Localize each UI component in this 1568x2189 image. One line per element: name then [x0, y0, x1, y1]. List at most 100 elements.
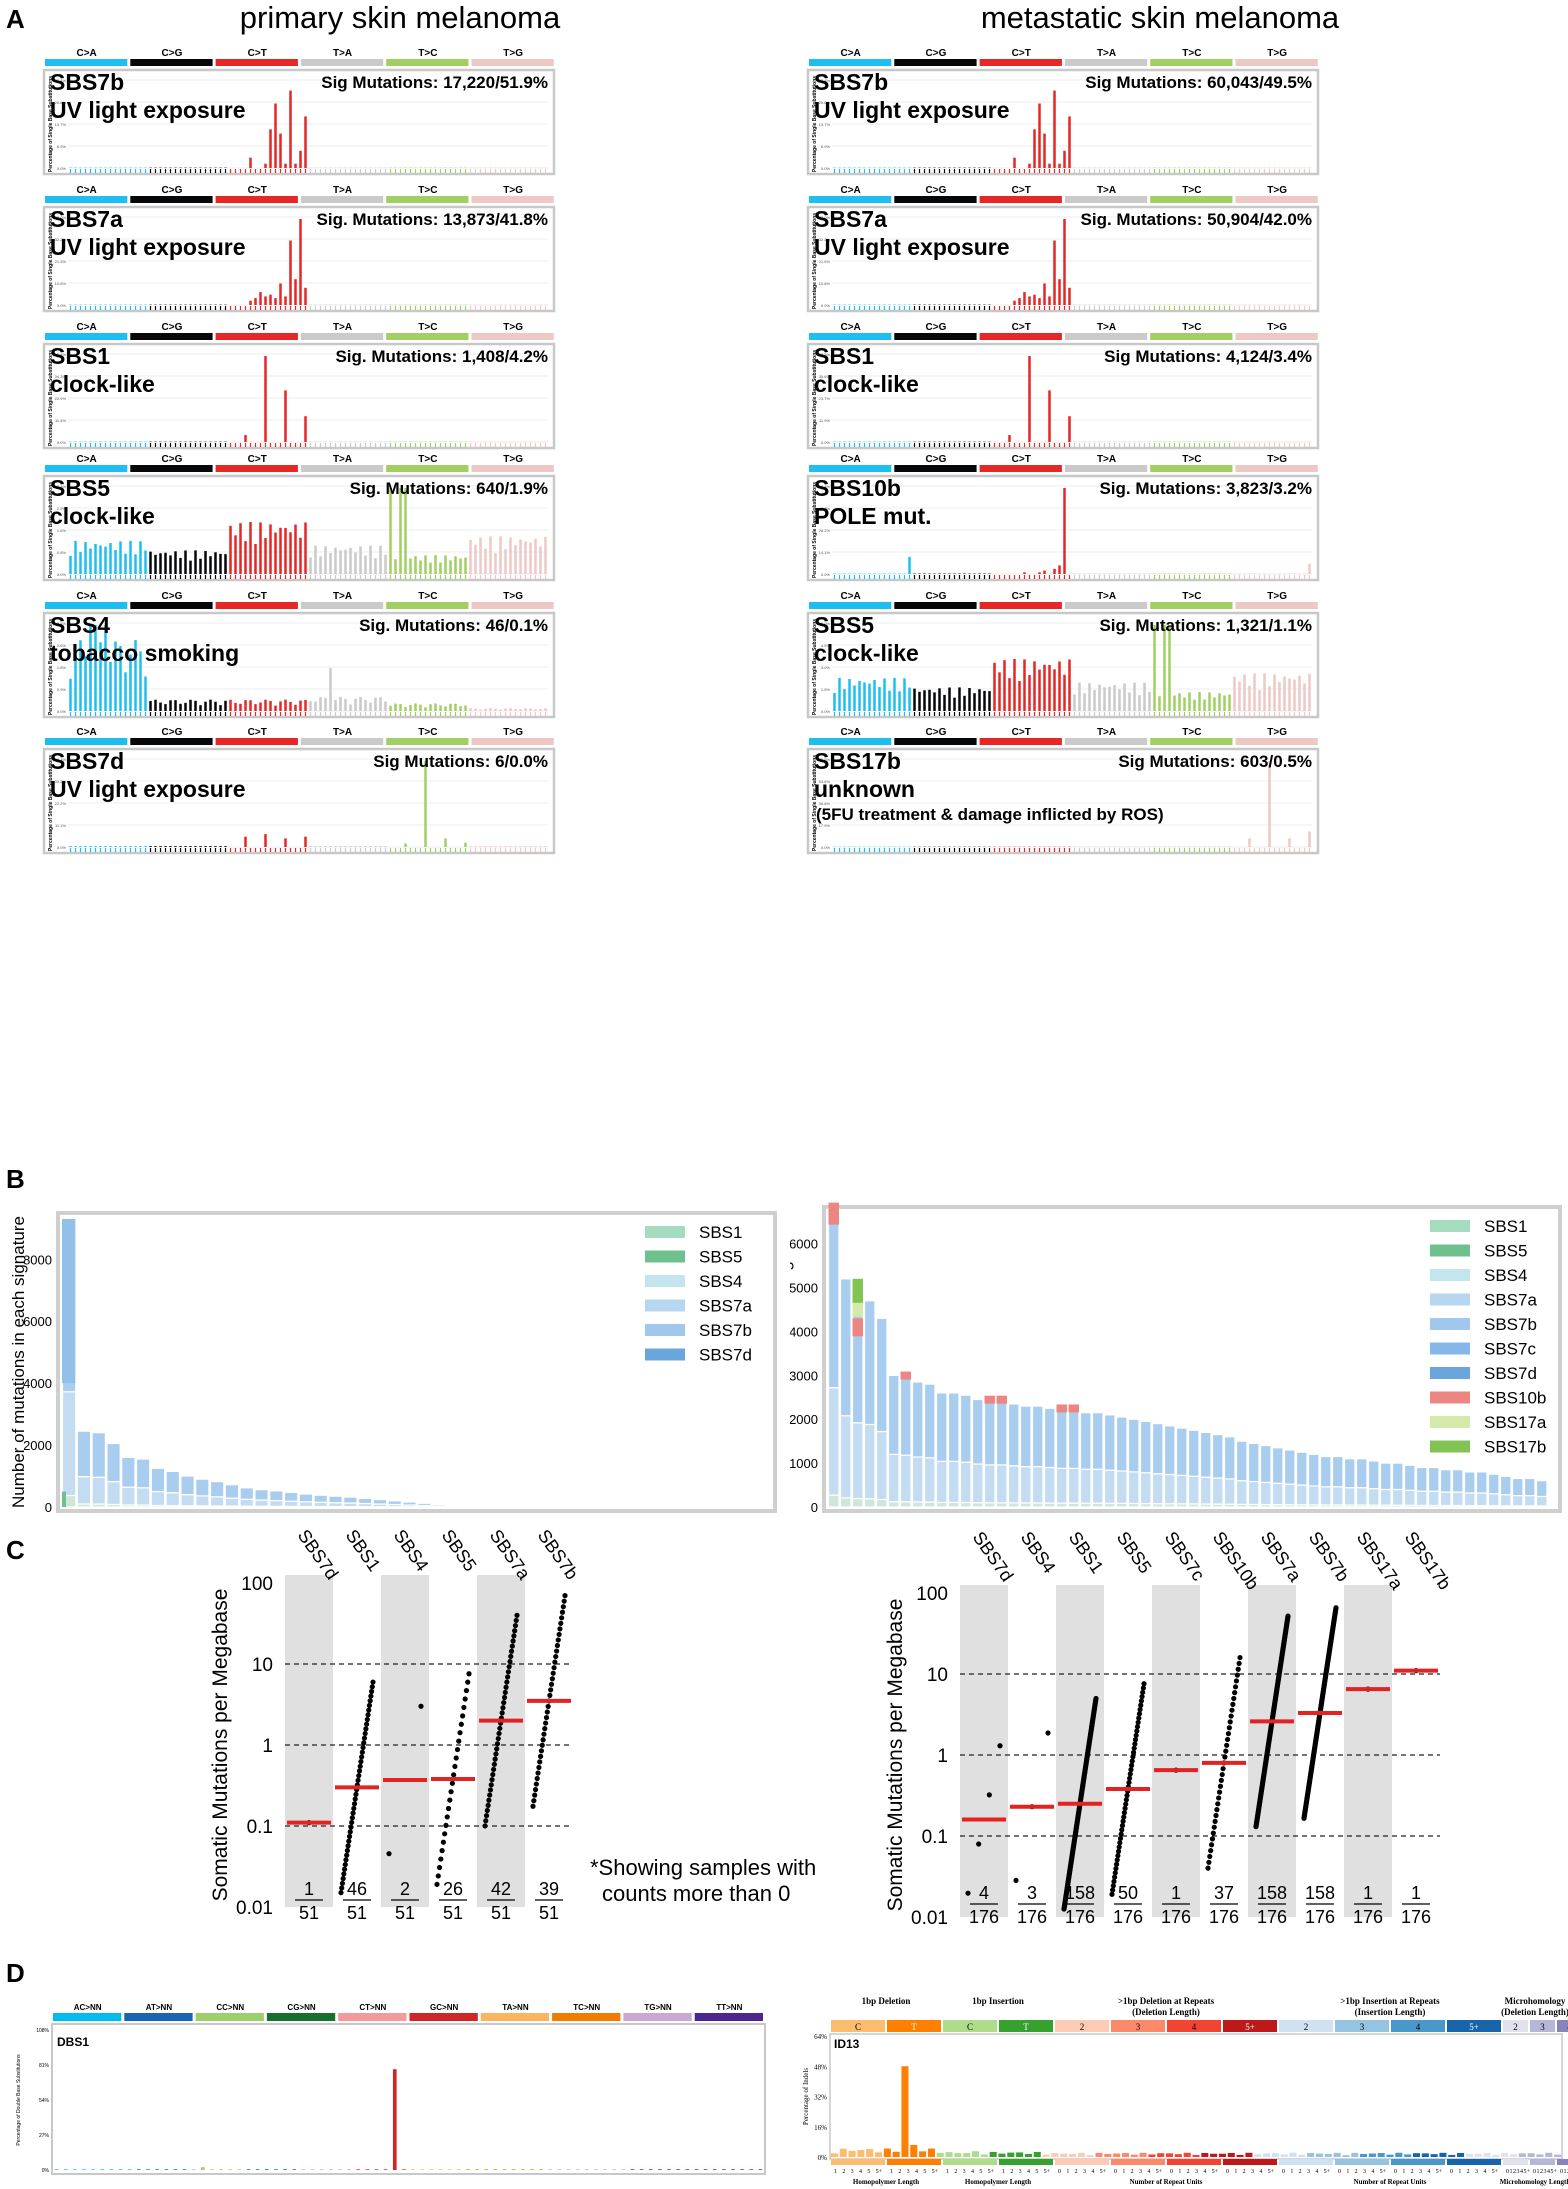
sample-point: [559, 1609, 566, 1615]
sample-point: [536, 1764, 542, 1771]
dbs-class-bar: [552, 2013, 621, 2021]
sample-count: 2: [400, 1879, 410, 1899]
mutation-class-bar: [386, 196, 469, 203]
sample-total: 51: [395, 1903, 415, 1923]
y-axis-label: Number of mutations in each signature: [9, 1216, 28, 1508]
channel-bar: [868, 683, 871, 711]
sample-count: 26: [443, 1879, 463, 1899]
channel-bar: [1003, 660, 1006, 711]
stacked-bar-segment: [269, 1490, 284, 1502]
dbs-channel-bar: [283, 2169, 287, 2170]
channel-bar: [539, 846, 542, 847]
channel-bar: [414, 556, 417, 574]
indel-channel-bar: [1404, 2154, 1412, 2157]
indel-channel-bar: [901, 2066, 909, 2157]
y-tick-label: 56.4%: [819, 484, 831, 489]
dbs-channel-bar: [584, 2169, 589, 2170]
channel-bar: [1088, 683, 1091, 711]
sample-point: [548, 1681, 555, 1687]
dbs-channel-bar: [594, 2169, 598, 2170]
indel-channel-bar: [1536, 2154, 1544, 2157]
channel-bar: [1308, 831, 1311, 847]
channel-bar: [269, 524, 272, 574]
channel-bar: [294, 163, 297, 168]
stacked-bar-segment: [313, 1501, 329, 1508]
channel-bar: [89, 548, 92, 574]
signature-aetiology-detail: (5FU treatment & damage inflicted by ROS…: [816, 805, 1164, 824]
y-axis-label: Percentage of Single Base Substitutions: [48, 76, 54, 172]
channel-bar: [239, 703, 242, 711]
indel-group-sublabel: (Deletion Length): [1132, 2007, 1200, 2017]
channel-bar: [289, 701, 292, 711]
mutation-class-bar: [215, 333, 298, 340]
signature-aetiology: POLE mut.: [814, 503, 932, 529]
indel-class-box: [887, 2020, 941, 2032]
channel-bar: [254, 704, 257, 711]
sample-point: [1212, 1818, 1218, 1824]
y-tick-label: 21.5%: [55, 259, 67, 264]
channel-bar: [279, 701, 282, 711]
channel-bar: [1308, 673, 1311, 711]
stacked-bar-segment: [923, 1501, 936, 1508]
y-tick-label: 0%: [818, 2154, 828, 2162]
stacked-bar-segment: [827, 1494, 840, 1508]
channel-bar: [863, 682, 866, 711]
signature-name: SBS7b: [50, 69, 124, 95]
sample-point: [359, 1749, 365, 1755]
mutation-class-bar: [300, 196, 384, 203]
sample-point: [539, 1742, 545, 1748]
channel-bar: [479, 846, 482, 847]
y-tick-label: 6000: [23, 1314, 52, 1329]
channel-bar: [1043, 133, 1046, 168]
channel-bar: [514, 846, 517, 847]
indel-channel-bar: [1157, 2153, 1165, 2157]
indel-length-tick: 1: [834, 2169, 837, 2175]
channel-bar: [139, 541, 142, 574]
channel-bar: [524, 846, 527, 847]
signature-column-label: SBS10b: [1209, 1528, 1263, 1594]
y-tick-label: 44.3%: [55, 757, 67, 762]
channel-bar: [474, 544, 477, 574]
channel-bar: [289, 240, 292, 305]
indel-channel-bar: [989, 2151, 997, 2157]
sample-point: [1213, 1812, 1219, 1819]
legend-label: SBS1: [1484, 1217, 1527, 1236]
channel-bar: [539, 546, 542, 574]
stacked-bar-segment: [911, 1456, 924, 1503]
mutation-class-bar: [979, 465, 1062, 472]
stacked-bar-segment: [1067, 1409, 1080, 1469]
legend-label: SBS7d: [1484, 1364, 1537, 1383]
y-tick-label: 1: [262, 1736, 273, 1757]
sample-point: [349, 1819, 355, 1826]
y-tick-label: 45.8%: [55, 352, 67, 357]
channel-bar: [1008, 435, 1011, 442]
channel-bar: [364, 555, 367, 574]
indel-channel-bar: [1069, 2153, 1077, 2157]
stacked-bar-segment: [1475, 1492, 1488, 1507]
indel-channel-bar: [1351, 2152, 1359, 2157]
channel-bar: [489, 846, 492, 847]
sample-point: [340, 1876, 346, 1882]
indel-class-label: 3: [1360, 2022, 1365, 2032]
stacked-bar-segment: [1523, 1494, 1536, 1507]
legend-label: SBS5: [699, 1248, 742, 1267]
indel-length-tick: 4: [1483, 2169, 1486, 2175]
stacked-bar-segment: [983, 1401, 996, 1466]
channel-bar: [529, 708, 532, 711]
sample-point: [1124, 1792, 1130, 1799]
signature-aetiology: clock-like: [50, 371, 155, 397]
indel-length-tick: 5+: [1380, 2169, 1387, 2175]
sample-point: [1117, 1840, 1123, 1846]
stacked-bar-segment: [1427, 1490, 1440, 1507]
channel-bar: [79, 846, 82, 847]
indel-channel-bar: [1218, 2153, 1226, 2157]
legend-swatch: [645, 1324, 685, 1336]
channel-bar: [314, 545, 317, 574]
dbs-channel-bar: [612, 2169, 617, 2170]
mutation-class-label: C>T: [248, 727, 267, 738]
mutation-class-label: T>C: [418, 185, 437, 196]
channel-bar: [459, 706, 462, 711]
dbs-channel-bar: [200, 2167, 205, 2170]
signature-aetiology: unknown: [814, 776, 915, 802]
channel-bar: [124, 846, 127, 847]
